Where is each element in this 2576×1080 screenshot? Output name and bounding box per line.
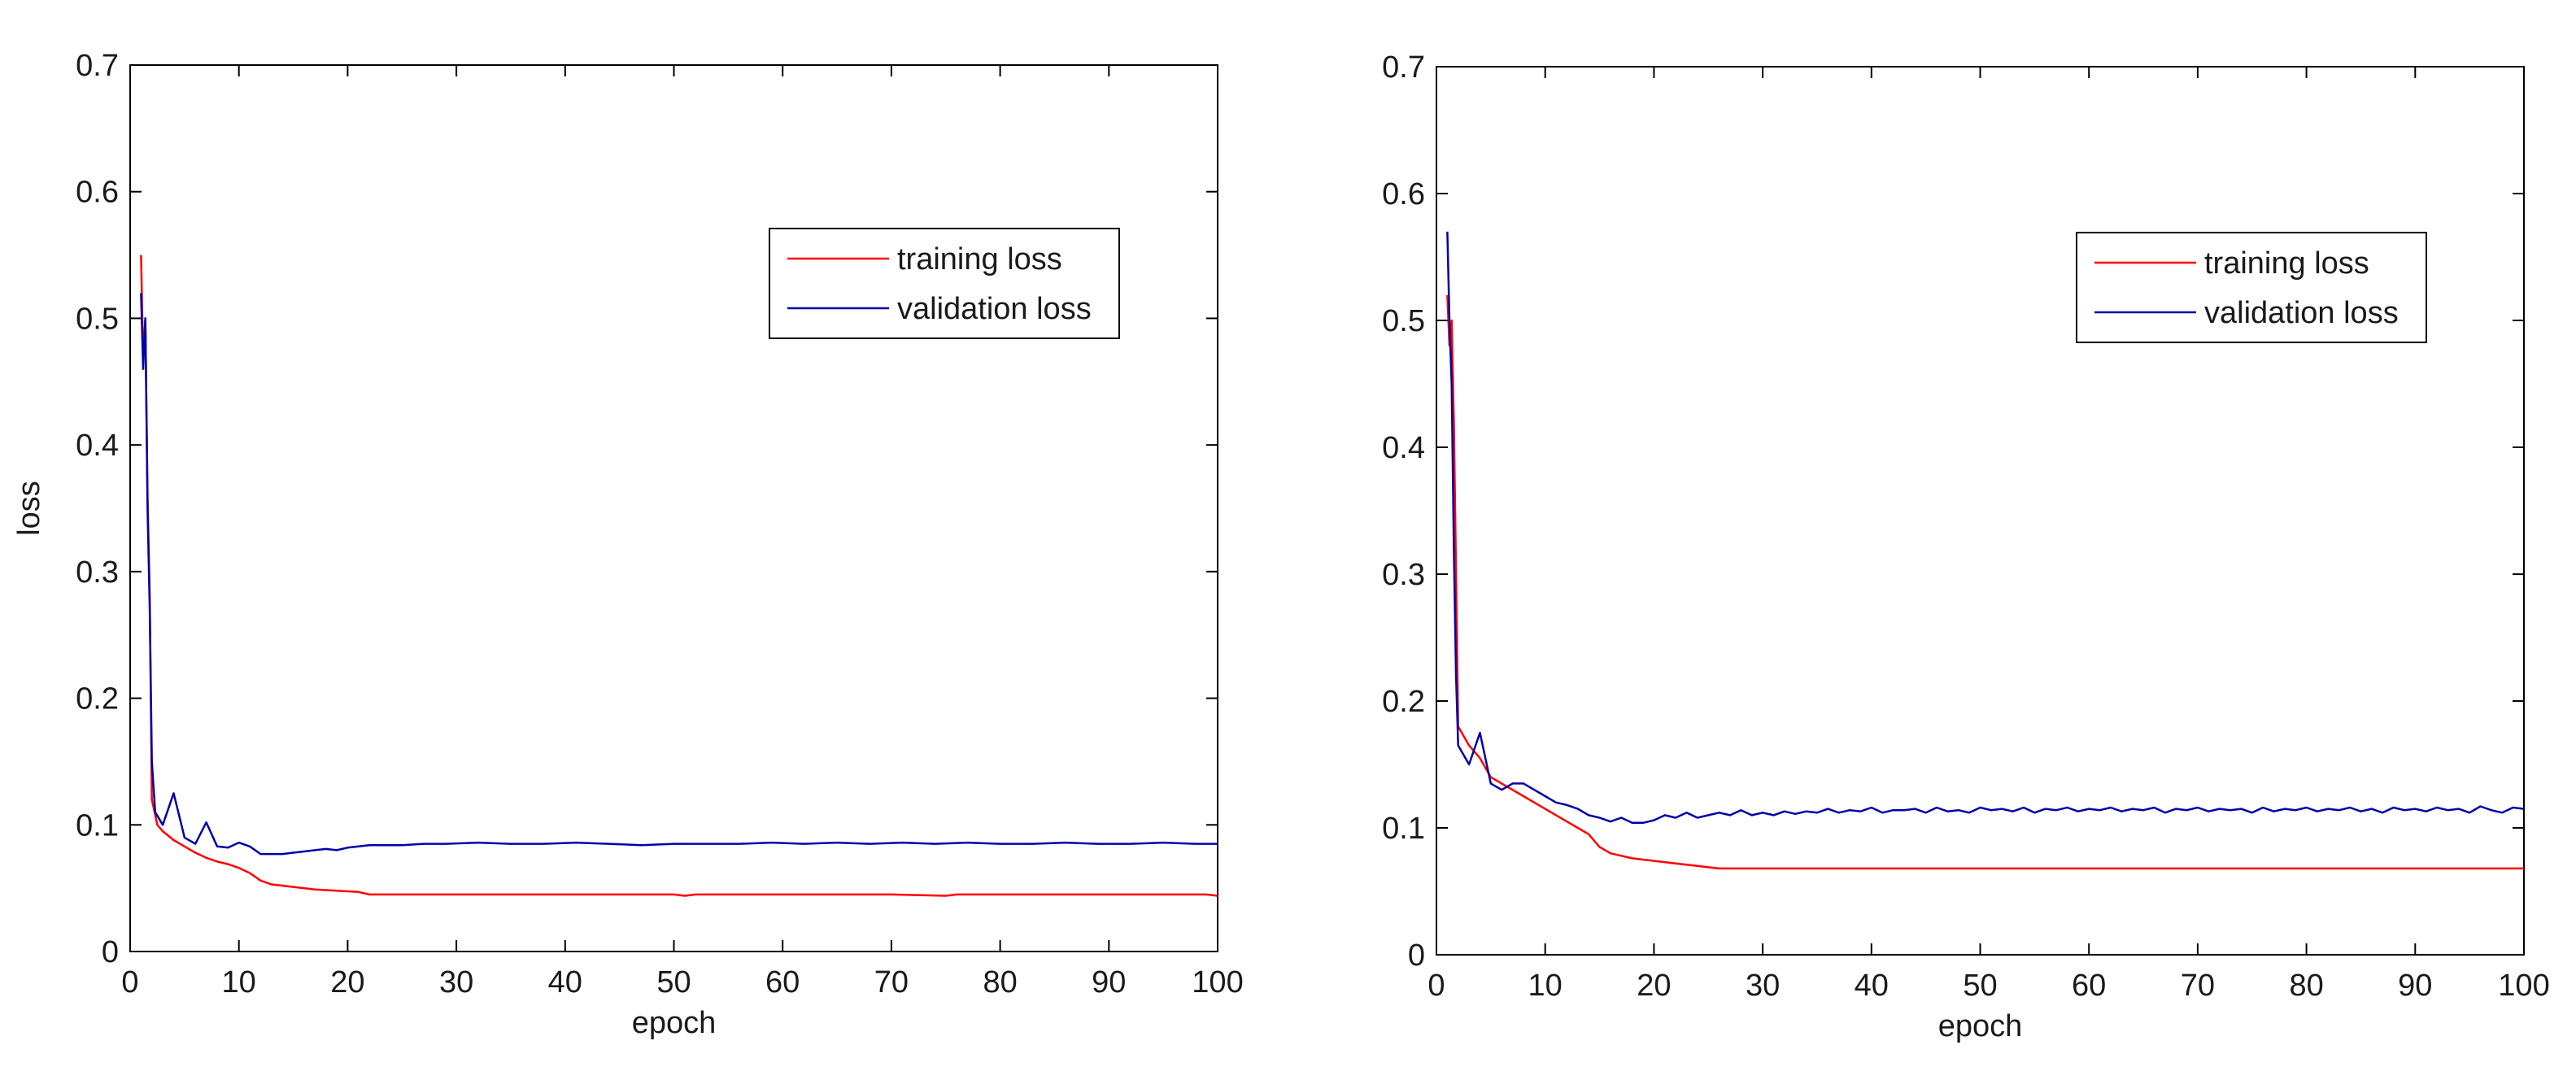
y-tick-label: 0.5	[76, 302, 119, 336]
y-tick-label: 0.3	[76, 555, 119, 590]
x-tick-label: 60	[765, 965, 800, 999]
legend-label: validation loss	[2204, 296, 2399, 330]
x-axis-label: epoch	[632, 1006, 717, 1040]
y-tick-label: 0.2	[76, 682, 119, 716]
y-tick-label: 0.1	[76, 808, 119, 843]
legend: training loss validation loss	[2076, 232, 2427, 343]
legend-label: training loss	[2204, 246, 2369, 281]
y-tick-label: 0	[102, 935, 119, 969]
y-tick-label: 0.3	[1382, 558, 1425, 592]
series-line-training-loss	[140, 255, 1218, 897]
x-tick-label: 50	[656, 965, 691, 999]
x-tick-label: 30	[1746, 969, 1780, 1003]
x-tick-label: 40	[548, 965, 582, 999]
legend: training loss validation loss	[769, 228, 1120, 339]
x-tick-label: 40	[1855, 969, 1889, 1003]
x-tick-label: 50	[1963, 969, 1997, 1003]
x-tick-label: 80	[2289, 969, 2323, 1003]
y-axis-label: loss	[12, 481, 46, 536]
x-tick-label: 0	[121, 965, 138, 999]
y-tick-label: 0.4	[76, 429, 119, 463]
x-tick-label: 90	[1092, 965, 1126, 999]
y-tick-label: 0.2	[1382, 685, 1425, 719]
y-tick-label: 0.5	[1382, 304, 1425, 338]
x-tick-label: 100	[2498, 969, 2549, 1003]
y-tick-label: 0.1	[1382, 812, 1425, 846]
y-tick-label: 0	[1408, 938, 1425, 973]
chart-1: 0 10 20 30 40 50 60 70 80 90 100 0 0.1 0.2 0.3 0.4 0.5 0.…	[12, 49, 1244, 1040]
legend-box	[2076, 232, 2427, 343]
series-line-training-loss	[1446, 294, 2524, 870]
x-tick-label: 70	[874, 965, 909, 999]
x-axis-label: epoch	[1938, 1009, 2023, 1043]
y-tick-label: 0.7	[76, 49, 119, 83]
chart-2: 0 10 20 30 40 50 60 70 80 90 100 0 0.1 0.2 0.3 0.4 0.5 0.…	[1382, 50, 2550, 1043]
legend-label: training loss	[897, 242, 1062, 277]
x-tick-label: 0	[1427, 969, 1445, 1003]
y-tick-label: 0.7	[1382, 50, 1425, 85]
x-tick-label: 10	[1528, 969, 1563, 1003]
x-tick-label: 60	[2072, 969, 2106, 1003]
x-tick-label: 30	[439, 965, 473, 999]
y-tick-label: 0.4	[1382, 431, 1425, 465]
x-tick-label: 80	[983, 965, 1017, 999]
x-tick-label: 10	[222, 965, 256, 999]
x-tick-label: 20	[1637, 969, 1671, 1003]
plot-area-frame	[1436, 66, 2525, 956]
x-tick-label: 90	[2398, 969, 2432, 1003]
x-tick-label: 20	[330, 965, 364, 999]
legend-box	[769, 228, 1120, 339]
legend-label: validation loss	[897, 292, 1092, 326]
y-tick-label: 0.6	[76, 176, 119, 210]
series-line-validation-loss	[1446, 231, 2525, 825]
plot-area-frame	[129, 64, 1218, 952]
x-tick-label: 100	[1192, 965, 1243, 999]
series-line-validation-loss	[140, 293, 1218, 856]
x-tick-label: 70	[2181, 969, 2215, 1003]
y-tick-label: 0.6	[1382, 177, 1425, 211]
